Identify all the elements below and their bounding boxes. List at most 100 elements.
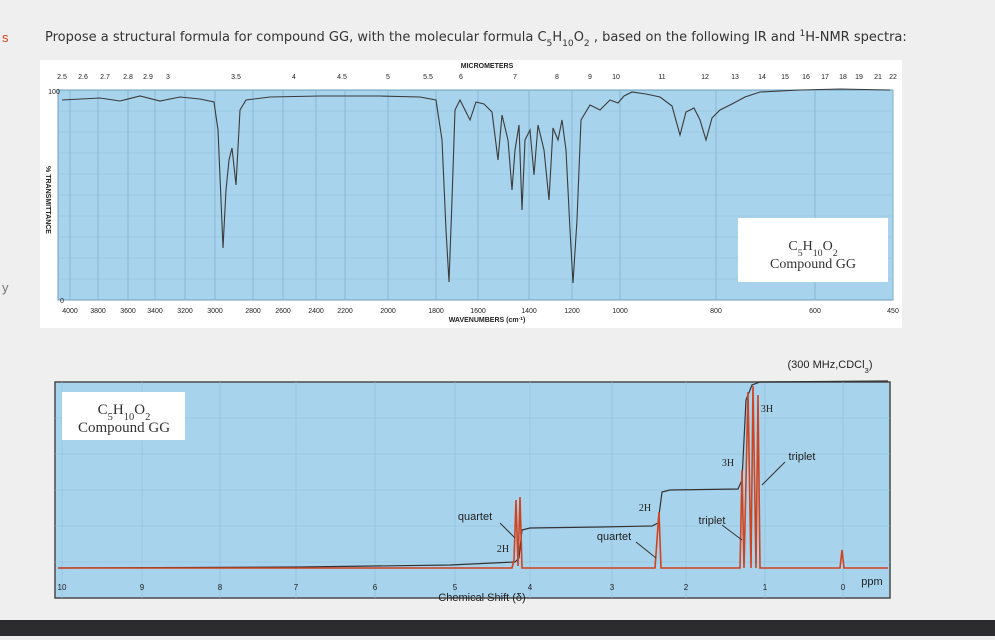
pointer (721, 524, 743, 541)
micrometer-label: 19 (855, 74, 863, 81)
micrometer-label: 4 (292, 74, 296, 81)
peak-annotation: quartet (597, 531, 631, 543)
nmr-inset-box (62, 392, 185, 440)
peak-annotation: 2H (639, 503, 651, 514)
inset-name: Compound GG (78, 420, 170, 436)
wavenumber-label: 2200 (337, 308, 353, 315)
wavenumber-label: 3800 (90, 308, 106, 315)
ir-grid (58, 90, 894, 300)
micrometer-label: 11 (658, 74, 665, 81)
ppm-unit: ppm (861, 576, 882, 588)
question: Propose a structural formula for compoun… (45, 29, 907, 49)
micrometer-label: 2.5 (57, 74, 67, 81)
subscript: 2 (833, 248, 838, 259)
conditions-text: (300 MHz,CDCl (788, 359, 865, 371)
peak-annotation: 3H (761, 404, 773, 415)
question-text: H-NMR spectra: (805, 30, 907, 45)
ppm-label: 10 (58, 583, 67, 592)
wavenumber-label: 3200 (177, 308, 193, 315)
wavenumber-label: 3000 (207, 308, 223, 315)
ppm-label: 2 (684, 583, 689, 592)
peak-annotation: triplet (699, 515, 726, 527)
subscript: 2 (145, 412, 150, 423)
subscript: 10 (562, 39, 574, 49)
conditions-text: ) (869, 359, 873, 371)
ppm-label: 0 (841, 583, 846, 592)
peak-annotation: 2H (497, 544, 509, 555)
wavenumber-label: 800 (710, 308, 722, 315)
question-text: Propose a structural formula for compoun… (45, 30, 537, 45)
pointer (761, 461, 786, 486)
micrometer-label: 17 (821, 74, 829, 81)
micrometer-label: 4.5 (337, 74, 347, 81)
axis-title-text: ) (523, 317, 525, 324)
pointer (499, 522, 516, 539)
subscript: 5 (108, 412, 113, 423)
micrometer-label: 15 (781, 74, 789, 81)
wavenumber-label: 3400 (147, 308, 163, 315)
micrometer-label: 6 (459, 74, 463, 81)
wavenumber-label: 2000 (380, 308, 396, 315)
ppm-label: 8 (218, 583, 223, 592)
inset-name: Compound GG (770, 257, 856, 272)
wavenumber-label: 1800 (428, 308, 444, 315)
ir-bottom-axis-title: WAVENUMBERS (cm-1) (449, 316, 526, 325)
micrometer-label: 2.6 (78, 74, 88, 81)
y-axis-title: % TRANSMITTANCE (44, 166, 51, 234)
wavenumber-label: 2800 (245, 308, 261, 315)
micrometer-label: 5 (386, 74, 390, 81)
micrometer-label: 18 (839, 74, 847, 81)
wavenumber-label: 600 (809, 308, 821, 315)
bottom-bar (0, 620, 995, 636)
subscript: 3 (865, 366, 869, 375)
micrometer-label: 16 (802, 74, 810, 81)
wavenumber-label: 4000 (62, 308, 78, 315)
ppm-label: 9 (140, 583, 145, 592)
formula-symbol: C (98, 402, 108, 418)
wavenumber-label: 1600 (470, 308, 486, 315)
wavenumber-label: 1000 (612, 308, 628, 315)
formula-symbol: H (803, 239, 813, 254)
nmr-axis-title: Chemical Shift (δ) (438, 592, 525, 604)
subscript: 2 (584, 39, 590, 49)
ppm-label: 7 (294, 583, 299, 592)
question-text: , based on the following IR and (590, 30, 800, 45)
ppm-label: 1 (763, 583, 768, 592)
y-label: 100 (48, 89, 60, 96)
axis-title-text: WAVENUMBERS (cm (449, 317, 519, 324)
formula-symbol: O (134, 402, 145, 418)
ppm-label: 4 (528, 583, 533, 592)
micrometer-label: 14 (758, 74, 766, 81)
micrometer-label: 12 (701, 74, 709, 81)
subscript: 10 (813, 248, 823, 259)
formula-symbol: C (537, 30, 546, 45)
micrometer-label: 10 (612, 74, 620, 81)
micrometer-label: 13 (731, 74, 739, 81)
peak-annotation: triplet (789, 451, 816, 463)
nmr-integration-trace (57, 380, 889, 569)
micrometer-label: 3 (166, 74, 170, 81)
superscript: 1 (799, 29, 805, 39)
ir-inset-box (738, 218, 888, 282)
formula-symbol: O (574, 30, 584, 45)
wavenumber-label: 3600 (120, 308, 136, 315)
nmr-peaks (58, 385, 888, 569)
micrometer-label: 5.5 (423, 74, 433, 81)
micrometer-label: 7 (513, 74, 517, 81)
micrometer-label: 3.5 (231, 74, 241, 81)
wavenumber-label: 2600 (275, 308, 291, 315)
micrometer-label: 2.7 (100, 74, 110, 81)
wavenumber-label: 1200 (564, 308, 580, 315)
ir-top-axis-title: MICROMETERS (461, 63, 514, 70)
ir-spectrum-trace (61, 88, 891, 284)
y-label: 0 (60, 298, 64, 305)
micrometer-label: 9 (588, 74, 592, 81)
ppm-label: 3 (610, 583, 615, 592)
micrometer-label: 21 (874, 74, 882, 81)
formula-symbol: H (552, 30, 562, 45)
annotation-pointers (499, 461, 786, 559)
ppm-label: 5 (453, 583, 458, 592)
micrometer-label: 22 (889, 74, 897, 81)
